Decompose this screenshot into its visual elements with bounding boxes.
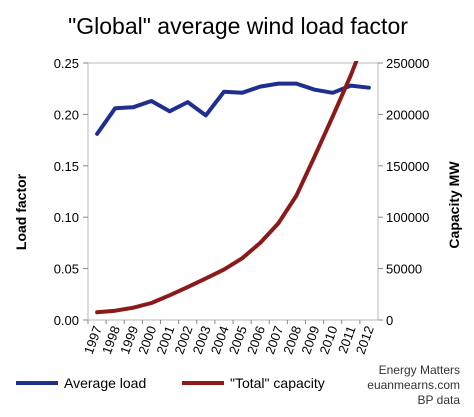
left-tick-label: 0.25 xyxy=(54,56,79,71)
left-axis-title: Load factor xyxy=(13,173,29,250)
credit-line-1: Energy Matters xyxy=(379,363,460,377)
right-tick-label: 50000 xyxy=(386,262,422,277)
series-line-average-load xyxy=(95,81,371,136)
left-axis: 0.00 0.05 0.10 0.15 0.20 0.25 xyxy=(54,56,88,328)
left-tick-label: 0.15 xyxy=(54,159,79,174)
x-axis: 1997199819992000200120022003200420052006… xyxy=(81,320,377,356)
right-tick-label: 200000 xyxy=(386,107,429,122)
credit-block: Energy Matters euanmearns.com BP data xyxy=(367,363,460,407)
right-tick-label: 0 xyxy=(386,313,393,328)
series-lines xyxy=(95,61,371,315)
credit-line-2: euanmearns.com xyxy=(367,378,460,392)
right-tick-label: 150000 xyxy=(386,159,429,174)
legend: Average load "Total" capacity xyxy=(16,375,325,391)
right-axis-title: Capacity MW xyxy=(446,161,462,249)
left-tick-label: 0.05 xyxy=(54,262,79,277)
series-line-total-capacity xyxy=(95,61,359,315)
right-axis: 0 50000 100000 150000 200000 250000 xyxy=(378,56,429,328)
left-tick-label: 0.00 xyxy=(54,313,79,328)
left-tick-label: 0.20 xyxy=(54,107,79,122)
plot-area-border xyxy=(87,62,379,321)
right-tick-label: 100000 xyxy=(386,210,429,225)
legend-label-total-capacity: "Total" capacity xyxy=(230,375,325,391)
legend-label-average-load: Average load xyxy=(64,375,146,391)
right-tick-label: 250000 xyxy=(386,56,429,71)
left-tick-label: 0.10 xyxy=(54,210,79,225)
credit-line-3: BP data xyxy=(418,393,461,407)
chart-title: "Global" average wind load factor xyxy=(68,13,408,39)
